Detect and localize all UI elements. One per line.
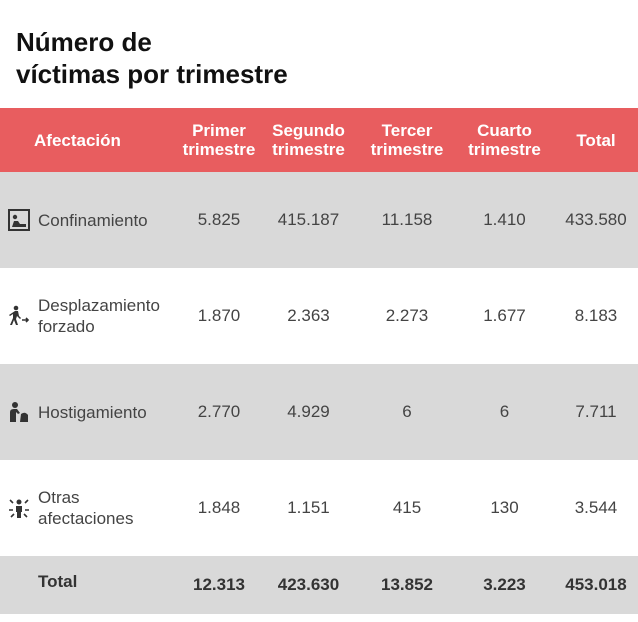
page-title: Número de víctimas por trimestre bbox=[16, 27, 288, 89]
other-effects-icon bbox=[6, 495, 32, 521]
totals-label: Total bbox=[38, 572, 78, 591]
column-header: Primer trimestre bbox=[182, 121, 256, 159]
table-row: Hostigamiento 2.770 4.929 6 6 7.711 bbox=[0, 364, 638, 460]
table-cell: 6 bbox=[402, 402, 412, 421]
table-row: Otras afectaciones 1.848 1.151 415 130 3… bbox=[0, 460, 638, 556]
column-header: Segundo trimestre bbox=[272, 121, 345, 159]
table-row: Confinamiento 5.825 415.187 11.158 1.410… bbox=[0, 172, 638, 268]
table-cell: 1.151 bbox=[287, 498, 330, 517]
column-header: Cuarto trimestre bbox=[468, 121, 541, 159]
table-cell: 8.183 bbox=[574, 306, 618, 325]
table-cell: 5.825 bbox=[197, 210, 241, 229]
harassment-icon bbox=[6, 399, 32, 425]
row-label: Desplazamiento forzado bbox=[38, 296, 160, 336]
table-header-row: Afectación Primer trimestre Segundo trim… bbox=[0, 108, 638, 172]
column-header: Tercer trimestre bbox=[370, 121, 444, 159]
table-cell: 433.580 bbox=[565, 210, 627, 229]
total-cell: 12.313 bbox=[193, 575, 245, 594]
row-label-cell: Confinamiento bbox=[0, 172, 180, 268]
total-cell: 13.852 bbox=[381, 575, 433, 594]
confinement-icon bbox=[6, 207, 32, 233]
row-label-cell: Hostigamiento bbox=[0, 364, 180, 460]
total-cell: 3.223 bbox=[483, 575, 526, 594]
table-cell: 4.929 bbox=[287, 402, 330, 421]
table-cell: 1.410 bbox=[483, 210, 526, 229]
table-cell: 2.273 bbox=[385, 306, 429, 325]
table-cell: 2.770 bbox=[197, 402, 241, 421]
table-cell: 11.158 bbox=[381, 210, 433, 229]
column-header: Total bbox=[576, 130, 616, 150]
column-header: Afectación bbox=[34, 130, 121, 150]
row-label: Otras afectaciones bbox=[38, 488, 134, 528]
table-cell: 415 bbox=[392, 498, 422, 517]
table-cell: 6 bbox=[499, 402, 510, 421]
table-cell: 3.544 bbox=[574, 498, 618, 517]
totals-row: Total 12.313 423.630 13.852 3.223 453.01… bbox=[0, 556, 638, 614]
table-cell: 130 bbox=[490, 498, 519, 517]
table-cell: 1.677 bbox=[483, 306, 526, 325]
row-label: Confinamiento bbox=[38, 210, 148, 230]
table-cell: 415.187 bbox=[277, 210, 340, 229]
table-row: Desplazamiento forzado 1.870 2.363 2.273… bbox=[0, 268, 638, 364]
table-cell: 1.848 bbox=[197, 498, 241, 517]
victims-table: Afectación Primer trimestre Segundo trim… bbox=[0, 108, 638, 614]
table-cell: 7.711 bbox=[575, 402, 617, 421]
table-cell: 2.363 bbox=[287, 306, 330, 325]
table-cell: 1.870 bbox=[197, 306, 241, 325]
forced-displacement-icon bbox=[6, 303, 32, 329]
row-label: Hostigamiento bbox=[38, 402, 147, 422]
total-cell: 423.630 bbox=[277, 575, 340, 594]
total-cell: 453.018 bbox=[565, 575, 627, 594]
row-label-cell: Desplazamiento forzado bbox=[0, 268, 180, 364]
row-label-cell: Otras afectaciones bbox=[0, 460, 180, 556]
